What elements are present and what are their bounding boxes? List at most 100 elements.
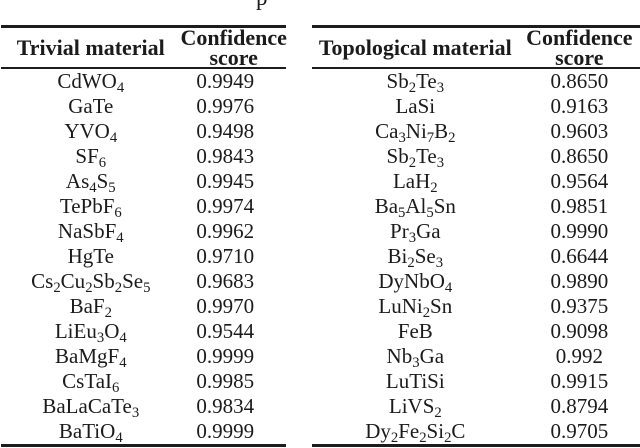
material-cell: Sb2Te3 [386, 69, 445, 97]
table-body: Sb2Te3 0.8650 LaSi 0.9163 Ca3Ni7B2 0.9603 Sb2T… [312, 69, 640, 447]
table-row: Sb2Te3 0.8650 [312, 69, 640, 97]
confidence-score-cell: 0.9990 [550, 219, 609, 243]
table-row: LaSi 0.9163 [312, 94, 640, 119]
confidence-score-cell: 0.9985 [196, 369, 255, 393]
table-row: Cs2Cu2Sb2Se5 0.9683 [1, 269, 286, 297]
table-row: CsTaI6 0.9985 [1, 369, 286, 395]
table-row: Nb3Ga 0.992 [312, 344, 640, 372]
table-row: Sb2Te3 0.8650 [312, 144, 640, 172]
table-header-row: Topological material Confidence score [312, 25, 640, 69]
confidence-score-cell: 0.9999 [196, 344, 255, 368]
table-row: BaMgF4 0.9999 [1, 344, 286, 372]
table-header-row: Trivial material Confidence score [1, 25, 287, 69]
material-cell: FeB [397, 319, 433, 343]
table-row: BaF2 0.9970 [1, 294, 286, 322]
confidence-score-cell: 0.8650 [550, 69, 609, 93]
material-cell: LuTiSi [385, 369, 445, 393]
material-cell: NaSbF4 [57, 219, 124, 247]
table-row: SF6 0.9843 [1, 144, 286, 170]
material-cell: GaTe [68, 94, 114, 118]
confidence-score-cell: 0.9544 [196, 319, 255, 343]
material-cell: BaF2 [69, 294, 112, 322]
confidence-score-cell: 0.8650 [550, 144, 609, 168]
material-cell: BaMgF4 [55, 344, 127, 372]
confidence-score-cell: 0.9834 [196, 394, 255, 418]
topological-material-table: Topological material Confidence score Sb… [312, 25, 640, 447]
table-row: Ca3Ni7B2 0.9603 [312, 119, 640, 147]
material-cell: Nb3Ga [386, 344, 445, 372]
material-cell: Sb2Te3 [386, 144, 445, 172]
material-cell: BaLaCaTe3 [42, 394, 140, 422]
table-row: Pr3Ga 0.9990 [312, 219, 640, 247]
material-cell: HgTe [67, 244, 114, 268]
table-row: GaTe 0.9976 [1, 94, 286, 119]
material-cell: Dy2Fe2Si2C [365, 419, 466, 447]
confidence-score-cell: 0.9705 [550, 419, 609, 443]
confidence-score-column-header: Confidence score [180, 24, 303, 70]
confidence-score-cell: 0.9915 [550, 369, 609, 393]
cropped-caption-fragment: p [256, 0, 268, 11]
material-cell: LaSi [395, 94, 436, 118]
confidence-score-cell: 0.9890 [550, 269, 609, 293]
table-row: NaSbF4 0.9962 [1, 219, 286, 247]
confidence-score-cell: 0.9498 [196, 119, 255, 143]
confidence-score-cell: 0.9962 [196, 219, 255, 243]
confidence-score-cell: 0.9970 [196, 294, 255, 318]
table-row: Dy2Fe2Si2C 0.9705 [312, 419, 640, 447]
confidence-score-cell: 0.8794 [550, 394, 609, 418]
confidence-score-cell: 0.9098 [550, 319, 609, 343]
table-row: HgTe 0.9710 [1, 244, 286, 269]
table-row: DyNbO4 0.9890 [312, 269, 640, 297]
confidence-score-cell: 0.9851 [550, 194, 609, 218]
confidence-score-cell: 0.9999 [196, 419, 255, 443]
confidence-score-cell: 0.6644 [550, 244, 609, 268]
confidence-score-cell: 0.9163 [550, 94, 609, 118]
table-row: LuNi2Sn 0.9375 [312, 294, 640, 322]
material-cell: TePbF6 [59, 194, 122, 222]
table-row: LiEu3O4 0.9544 [1, 319, 286, 347]
table-body: CdWO4 0.9949 GaTe 0.9976 YVO4 0.9498 SF6 0.9843… [1, 69, 286, 447]
table-row: TePbF6 0.9974 [1, 194, 286, 222]
material-cell: DyNbO4 [378, 269, 453, 297]
material-cell: Ba5Al5Sn [374, 194, 456, 222]
confidence-score-cell: 0.9949 [196, 69, 255, 93]
material-cell: LiVS2 [388, 394, 442, 422]
table-row: As4S5 0.9945 [1, 169, 286, 197]
material-column-header: Topological material [318, 34, 512, 60]
material-cell: Cs2Cu2Sb2Se5 [31, 269, 151, 297]
material-column-header: Trivial material [16, 34, 165, 60]
material-cell: LiEu3O4 [54, 319, 127, 347]
confidence-score-cell: 0.9375 [550, 294, 609, 318]
material-cell: LuNi2Sn [378, 294, 453, 322]
confidence-header-line1: Confidence [526, 24, 633, 50]
table-row: BaLaCaTe3 0.9834 [1, 394, 286, 422]
confidence-score-cell: 0.9976 [196, 94, 255, 118]
material-cell: As4S5 [65, 169, 116, 197]
confidence-score-cell: 0.992 [555, 344, 603, 368]
confidence-score-cell: 0.9843 [196, 144, 255, 168]
confidence-score-column-header: Confidence score [519, 24, 640, 70]
table-row: LuTiSi 0.9915 [312, 369, 640, 394]
table-row: CdWO4 0.9949 [1, 69, 286, 95]
confidence-score-cell: 0.9710 [196, 244, 255, 268]
trivial-material-table: Trivial material Confidence score CdWO4 0… [1, 25, 287, 447]
table-row: BaTiO4 0.9999 [1, 419, 286, 447]
table-row: Bi2Se3 0.6644 [312, 244, 640, 272]
material-cell: Ca3Ni7B2 [375, 119, 456, 147]
table-row: Ba5Al5Sn 0.9851 [312, 194, 640, 222]
confidence-header-line2: score [555, 44, 604, 70]
material-cell: Pr3Ga [390, 219, 441, 247]
confidence-header-line1: Confidence [180, 24, 287, 50]
confidence-score-cell: 0.9683 [196, 269, 255, 293]
material-cell: BaTiO4 [58, 419, 123, 447]
material-cell: LaH2 [392, 169, 438, 197]
table-row: LaH2 0.9564 [312, 169, 640, 197]
table-row: LiVS2 0.8794 [312, 394, 640, 422]
table-row: YVO4 0.9498 [1, 119, 286, 147]
confidence-score-cell: 0.9564 [550, 169, 609, 193]
confidence-score-cell: 0.9974 [196, 194, 255, 218]
material-cell: YVO4 [64, 119, 118, 147]
confidence-header-line2: score [209, 44, 258, 70]
table-row: FeB 0.9098 [312, 319, 640, 344]
material-cell: Bi2Se3 [387, 244, 444, 272]
